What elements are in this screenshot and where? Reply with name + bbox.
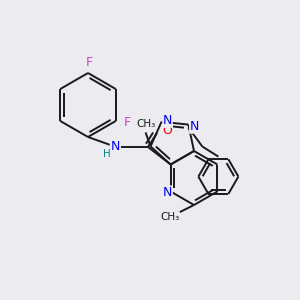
- Text: CH₃: CH₃: [136, 119, 155, 129]
- Text: F: F: [124, 116, 131, 128]
- Text: H: H: [103, 149, 111, 159]
- Text: N: N: [163, 114, 172, 127]
- Text: N: N: [190, 120, 199, 133]
- Text: N: N: [110, 140, 120, 154]
- Text: CH₃: CH₃: [160, 212, 180, 222]
- Text: O: O: [162, 124, 172, 137]
- Text: N: N: [163, 186, 172, 199]
- Text: F: F: [85, 56, 93, 70]
